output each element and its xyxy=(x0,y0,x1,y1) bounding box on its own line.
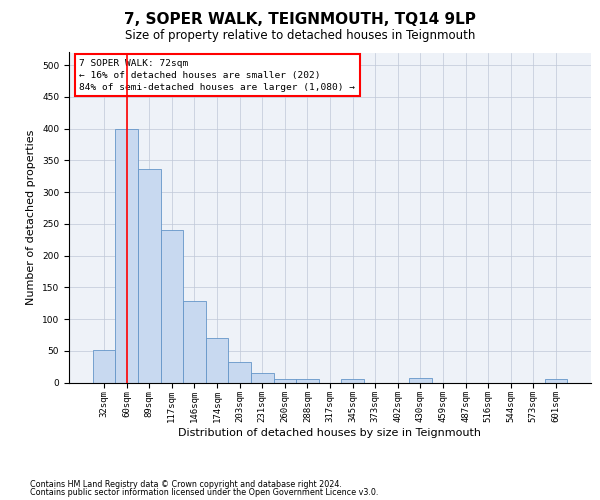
Bar xyxy=(545,380,567,382)
Text: Contains HM Land Registry data © Crown copyright and database right 2024.: Contains HM Land Registry data © Crown c… xyxy=(30,480,342,489)
Bar xyxy=(341,380,364,382)
Text: 7 SOPER WALK: 72sqm
← 16% of detached houses are smaller (202)
84% of semi-detac: 7 SOPER WALK: 72sqm ← 16% of detached ho… xyxy=(79,59,355,92)
Bar xyxy=(274,380,296,382)
Bar xyxy=(115,128,138,382)
Bar xyxy=(251,373,274,382)
X-axis label: Distribution of detached houses by size in Teignmouth: Distribution of detached houses by size … xyxy=(179,428,482,438)
Bar xyxy=(229,362,251,382)
Y-axis label: Number of detached properties: Number of detached properties xyxy=(26,130,37,305)
Bar xyxy=(161,230,183,382)
Text: Size of property relative to detached houses in Teignmouth: Size of property relative to detached ho… xyxy=(125,29,475,42)
Bar xyxy=(138,168,161,382)
Text: 7, SOPER WALK, TEIGNMOUTH, TQ14 9LP: 7, SOPER WALK, TEIGNMOUTH, TQ14 9LP xyxy=(124,12,476,28)
Bar xyxy=(296,380,319,382)
Bar xyxy=(409,378,431,382)
Bar xyxy=(183,302,206,382)
Text: Contains public sector information licensed under the Open Government Licence v3: Contains public sector information licen… xyxy=(30,488,379,497)
Bar xyxy=(93,350,115,382)
Bar xyxy=(206,338,229,382)
